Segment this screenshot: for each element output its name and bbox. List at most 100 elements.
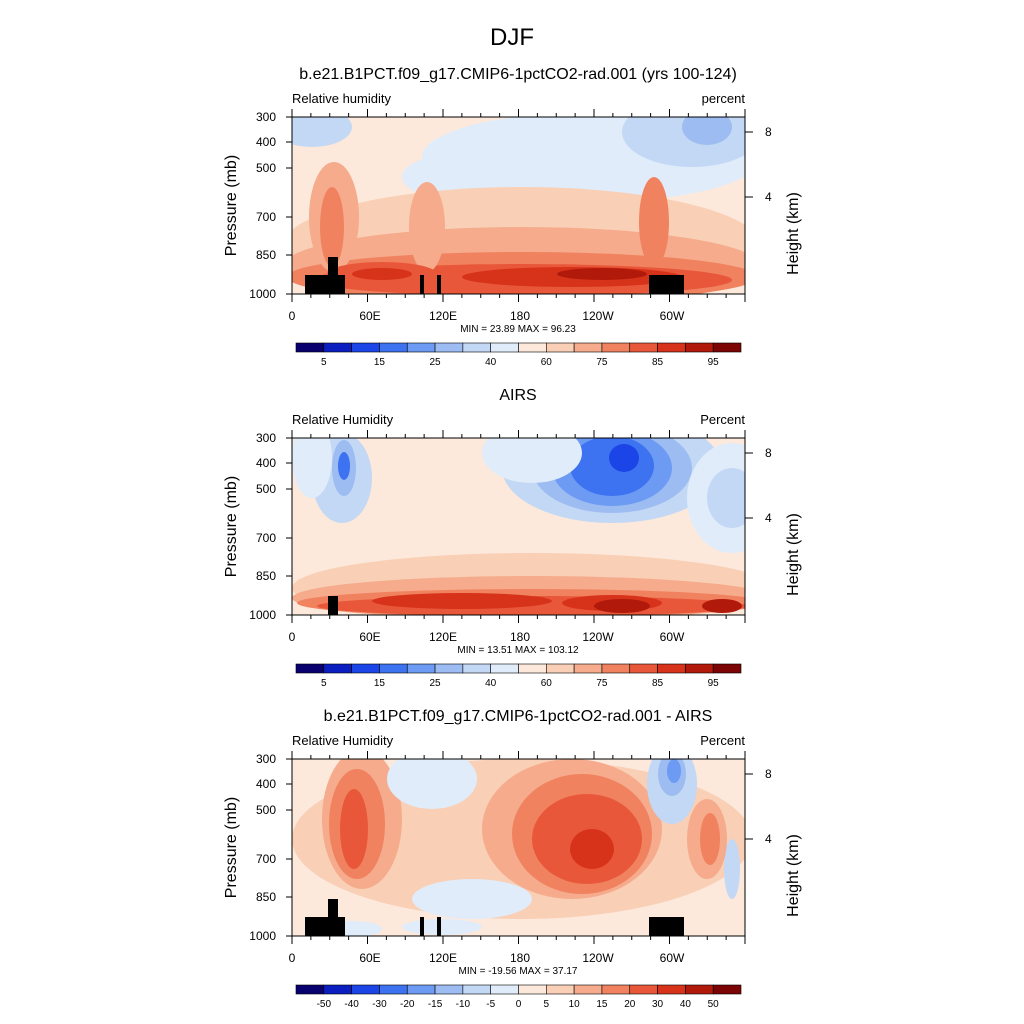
y-axis-right-label: Height (km) (785, 834, 802, 917)
y-right-tick-label: 4 (765, 190, 772, 204)
colorbar-swatch (434, 984, 464, 995)
x-tick-label: 120W (582, 309, 614, 323)
colorbar-label: 40 (485, 678, 497, 689)
colorbar-label: -20 (400, 999, 415, 1010)
colorbar-swatch (601, 342, 631, 353)
x-tick-label: 60W (660, 630, 685, 644)
terrain-mask (328, 596, 338, 615)
colorbar-label: 10 (569, 999, 581, 1010)
y-right-tick-label: 4 (765, 832, 772, 846)
terrain-mask (328, 257, 338, 275)
colorbar-label: 5 (544, 999, 550, 1010)
colorbar-label: 75 (596, 678, 608, 689)
colorbar-label: 15 (374, 357, 386, 368)
x-tick-label: 0 (289, 309, 296, 323)
colorbar-swatch (434, 342, 464, 353)
contour-region (352, 268, 412, 280)
colorbar-label: 5 (321, 357, 327, 368)
colorbar: 5 15 25 40 60 75 85 95 (295, 663, 742, 689)
y-tick-label: 400 (256, 135, 276, 149)
colorbar-label: 15 (374, 678, 386, 689)
colorbar-swatch (490, 342, 519, 353)
x-tick-label: 120E (429, 951, 457, 965)
contour-region (702, 599, 742, 613)
y-axis-label: Pressure (mb) (223, 476, 240, 577)
contour-field (292, 438, 745, 615)
panel-right-label: Percent (700, 733, 745, 748)
chart-panel-2: AIRS Relative Humidity Percent 0 60E 120E 180 1… (223, 387, 802, 689)
colorbar-swatch (351, 984, 380, 995)
contour-region (557, 268, 647, 280)
contour-region (292, 438, 332, 498)
x-tick-label: 180 (510, 309, 530, 323)
colorbar-label: -40 (344, 999, 359, 1010)
colorbar-label: -50 (317, 999, 332, 1010)
y-axis-right-label: Height (km) (785, 192, 802, 275)
colorbar-label: 85 (652, 357, 664, 368)
colorbar-swatch (295, 663, 325, 674)
colorbar: -50 -40 -30 -20 -15 -10 -5 0 5 10 15 20 30 40 50 (295, 984, 742, 1010)
colorbar-swatch (573, 984, 603, 995)
y-tick-label: 700 (256, 852, 276, 866)
y-right-tick-label: 4 (765, 511, 772, 525)
panel-right-label: percent (702, 91, 746, 106)
colorbar-label: 95 (708, 678, 720, 689)
contour-region (609, 444, 639, 472)
x-tick-label: 120W (582, 630, 614, 644)
contour-region (292, 117, 352, 147)
contour-field (292, 759, 745, 936)
terrain-mask (305, 917, 345, 936)
terrain-mask (437, 917, 441, 936)
colorbar-swatch (379, 342, 408, 353)
colorbar-swatch (685, 984, 714, 995)
colorbar-swatch (657, 342, 686, 353)
colorbar-swatch (323, 342, 352, 353)
colorbar-swatch (546, 663, 575, 674)
x-tick-label: 120E (429, 309, 457, 323)
y-tick-label: 300 (256, 752, 276, 766)
y-tick-label: 1000 (249, 287, 276, 301)
y-right-tick-label: 8 (765, 125, 772, 139)
colorbar-swatch (573, 663, 603, 674)
x-tick-label: 0 (289, 630, 296, 644)
colorbar-swatch (323, 663, 352, 674)
contour-region (387, 759, 477, 809)
colorbar-swatch (685, 342, 714, 353)
colorbar-swatch (629, 342, 658, 353)
x-tick-label: 60E (359, 951, 380, 965)
contour-region (667, 759, 681, 783)
y-right-tick-label: 8 (765, 446, 772, 460)
contour-region (724, 839, 740, 899)
colorbar-label: 95 (708, 357, 720, 368)
contour-region (707, 468, 745, 528)
x-tick-label: 120E (429, 630, 457, 644)
contour-region (338, 452, 350, 480)
min-max-stats: MIN = 23.89 MAX = 96.23 (460, 324, 576, 335)
y-tick-label: 400 (256, 777, 276, 791)
y-tick-label: 1000 (249, 608, 276, 622)
panel-title: b.e21.B1PCT.f09_g17.CMIP6-1pctCO2-rad.00… (324, 708, 713, 725)
x-tick-label: 180 (510, 951, 530, 965)
x-tick-label: 180 (510, 630, 530, 644)
y-tick-label: 500 (256, 161, 276, 175)
figure-title: DJF (490, 24, 534, 51)
y-tick-label: 850 (256, 248, 276, 262)
colorbar-swatch (518, 984, 547, 995)
contour-region (570, 829, 614, 869)
y-axis-right-label: Height (km) (785, 513, 802, 596)
y-tick-label: 1000 (249, 929, 276, 943)
y-tick-label: 700 (256, 210, 276, 224)
colorbar-swatch (601, 663, 631, 674)
colorbar-label: 40 (485, 357, 497, 368)
panel-right-label: Percent (700, 412, 745, 427)
colorbar-label: -10 (456, 999, 471, 1010)
colorbar-swatch (379, 663, 408, 674)
colorbar-label: -5 (486, 999, 495, 1010)
colorbar-swatch (462, 663, 491, 674)
chart-panel-1: b.e21.B1PCT.f09_g17.CMIP6-1pctCO2-rad.00… (223, 66, 802, 368)
min-max-stats: MIN = -19.56 MAX = 37.17 (459, 966, 578, 977)
y-tick-label: 300 (256, 431, 276, 445)
colorbar-swatch (406, 663, 436, 674)
x-tick-label: 60W (660, 951, 685, 965)
